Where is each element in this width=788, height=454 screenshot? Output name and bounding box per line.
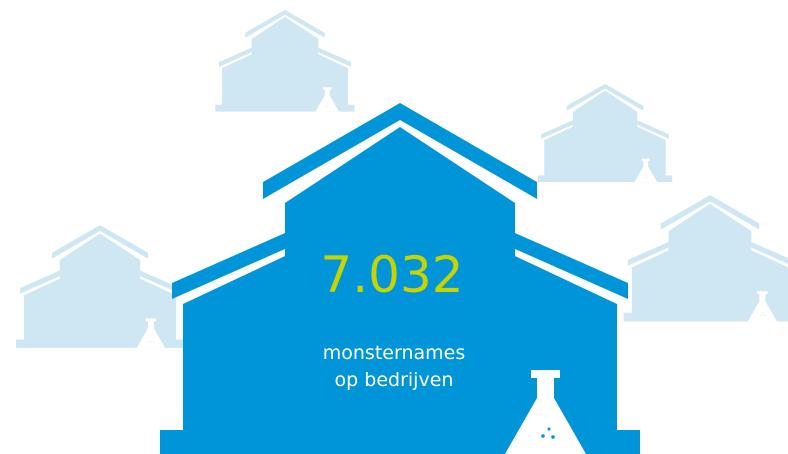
barn-small [215,10,354,112]
barn-small [16,225,184,348]
stat-value: 7.032 [320,246,463,304]
barn-small [538,84,672,182]
infographic: 7.032 monsternames op bedrijven [0,0,788,454]
stat-label: monsternames [323,342,465,364]
stat-label: op bedrijven [335,369,454,391]
page: {"stat": {"value": "7.032", "label_lines… [0,0,788,454]
barn-small [624,195,788,321]
